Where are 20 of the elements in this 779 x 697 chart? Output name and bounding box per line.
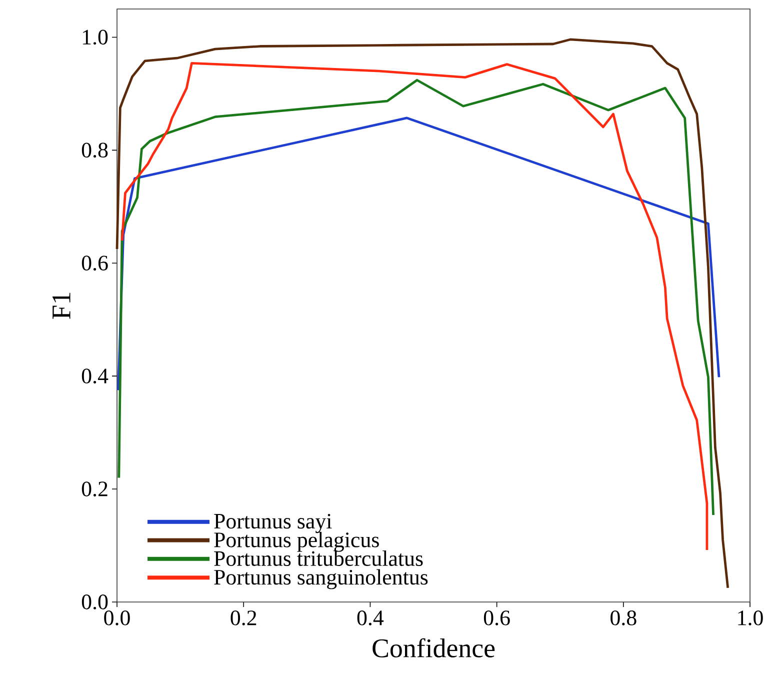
x-tick-label: 0.0 <box>104 610 130 626</box>
y-tick-label: 0.0 <box>82 594 108 610</box>
y-tick-label: 0.2 <box>82 482 108 496</box>
x-tick-label: 0.4 <box>357 610 384 626</box>
y-tick-label: 0.8 <box>82 142 108 158</box>
x-axis-title: Confidence <box>372 638 495 658</box>
y-axis-title: F1 <box>52 292 70 319</box>
line-series <box>116 38 730 590</box>
legend-label: Portunus sayi <box>214 514 332 534</box>
y-tick-label: 1.0 <box>83 30 108 45</box>
x-tick-label: 0.2 <box>230 610 256 626</box>
y-tick-label: 0.4 <box>82 368 108 384</box>
line-series <box>117 116 720 392</box>
x-tick-label: 0.6 <box>484 610 510 626</box>
legend-label: Portunus trituberculatus <box>214 550 423 566</box>
legend-label: Portunus pelagicus <box>214 532 379 552</box>
legend-label: Portunus sanguinolentus <box>214 569 428 590</box>
x-tick-label: 1.0 <box>738 610 763 626</box>
y-tick-label: 0.6 <box>82 256 108 271</box>
x-tick-label: 0.8 <box>610 610 636 626</box>
